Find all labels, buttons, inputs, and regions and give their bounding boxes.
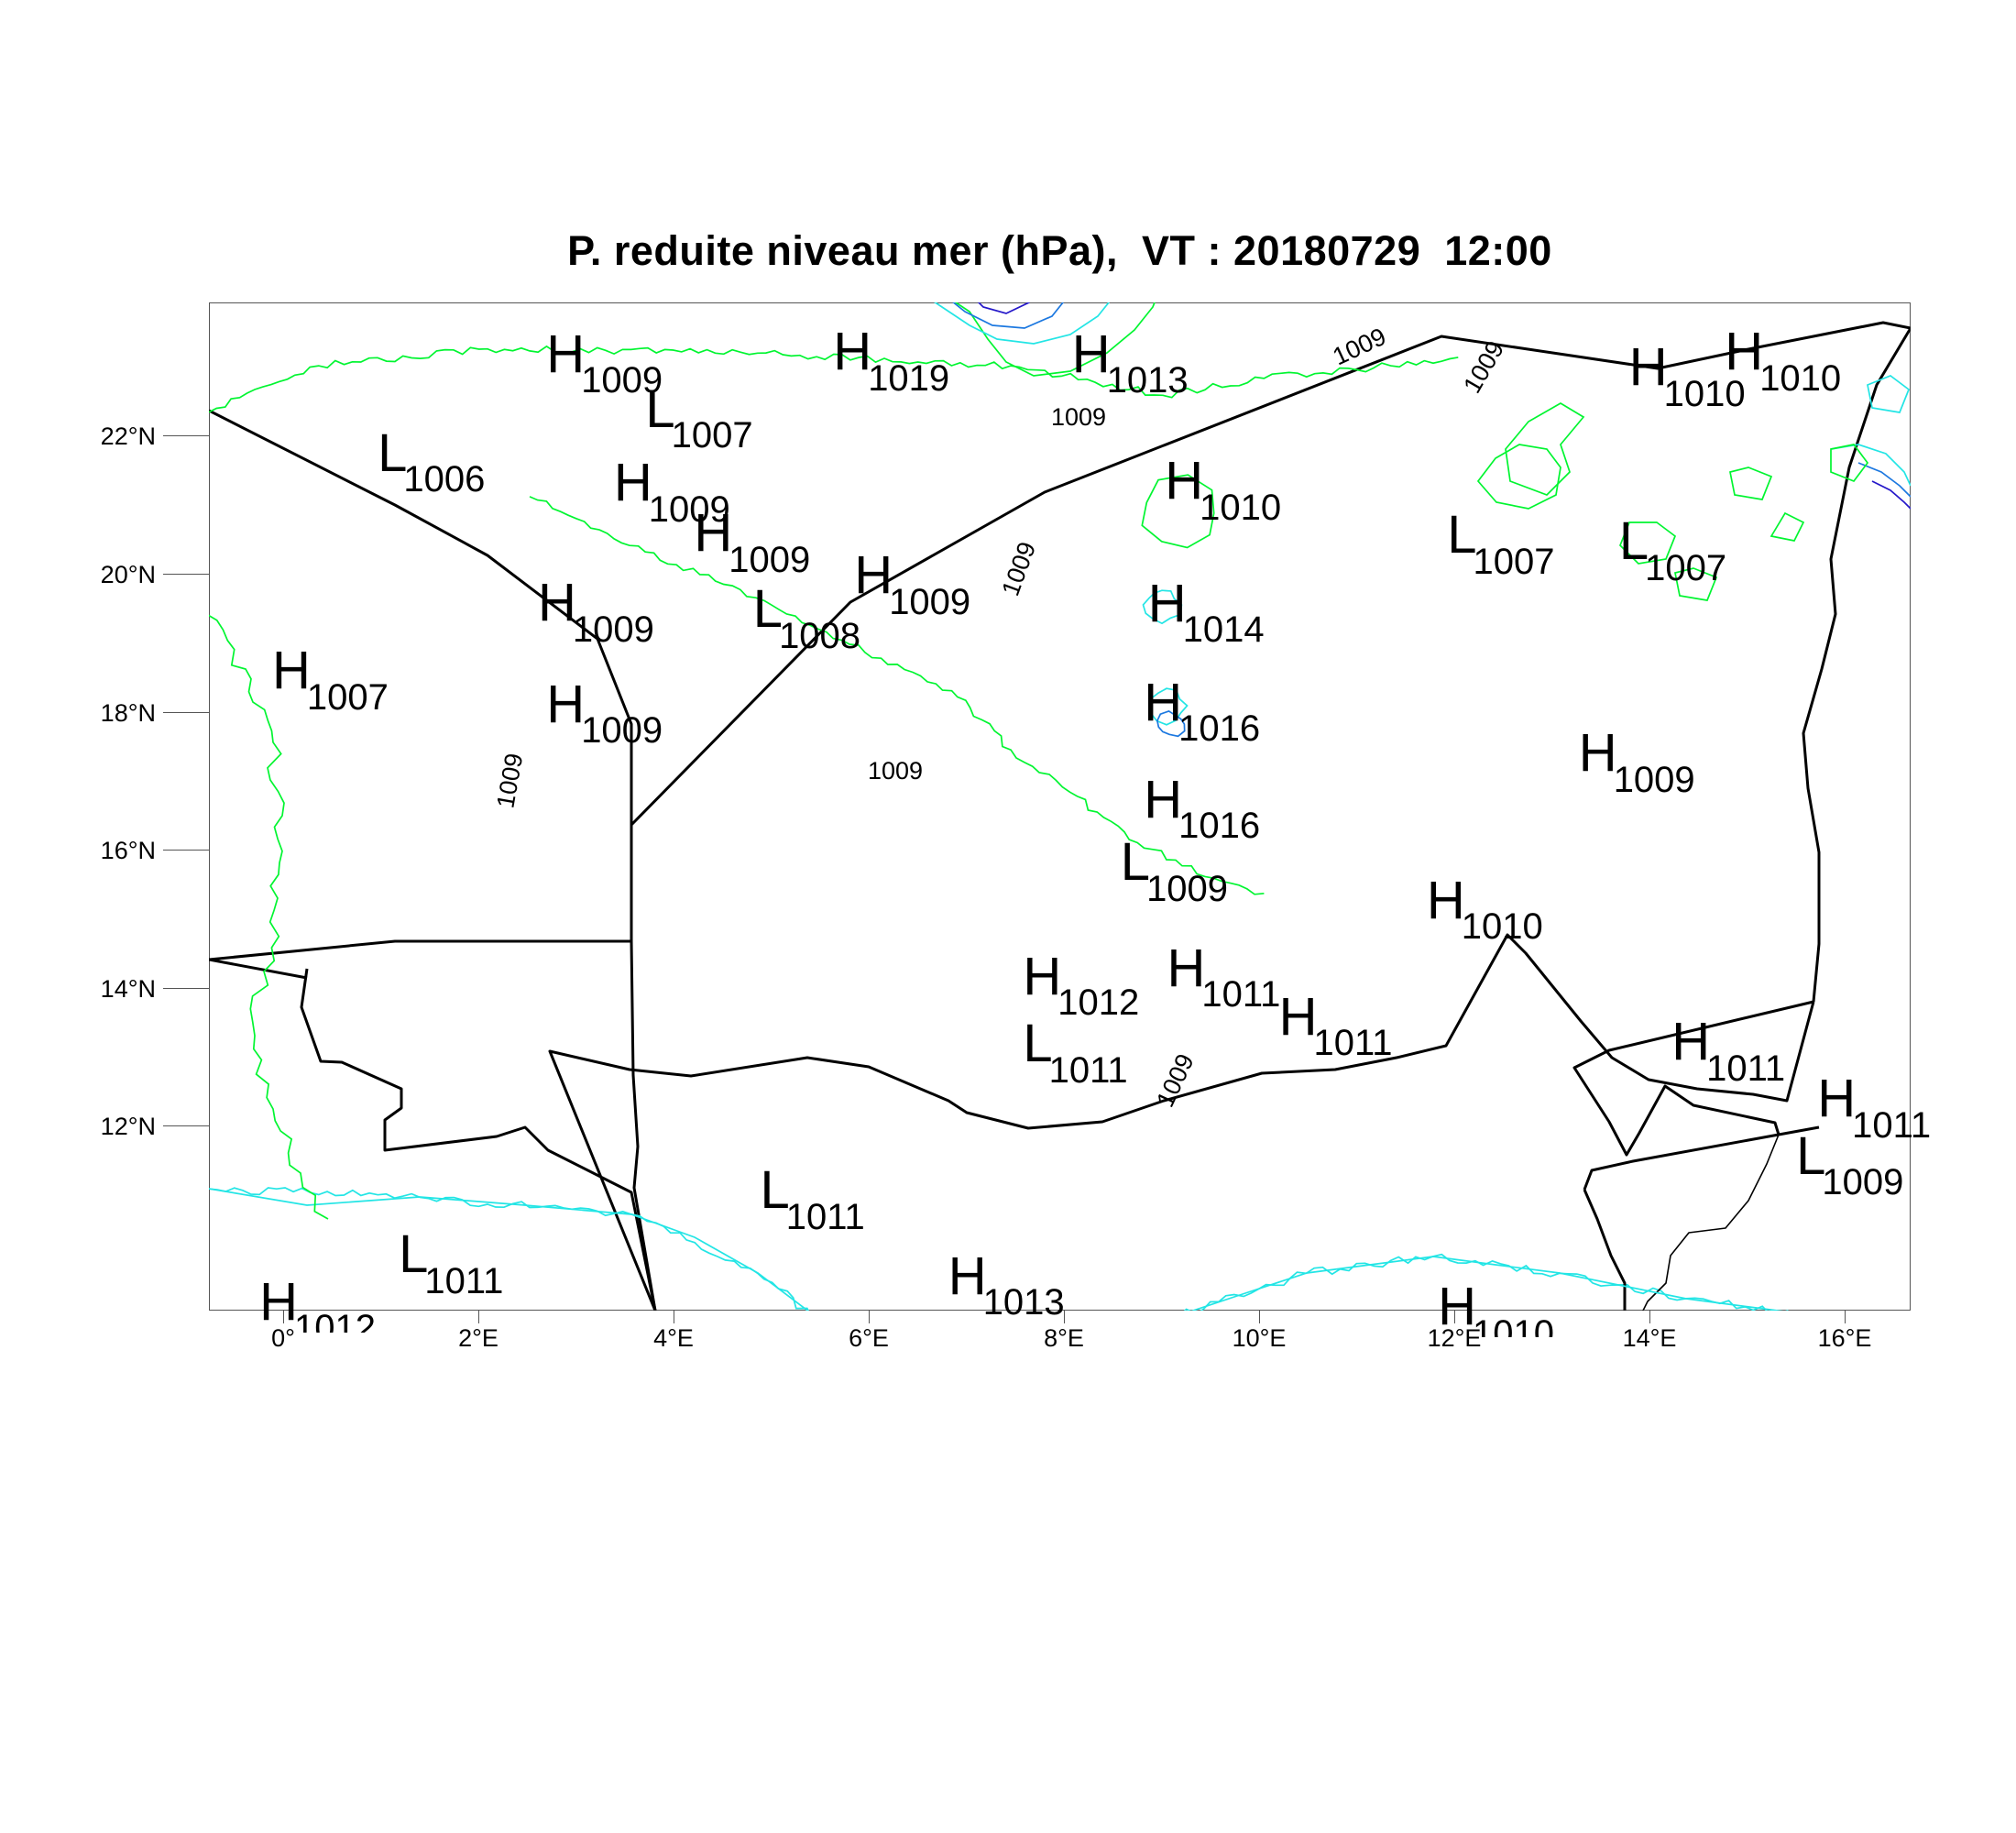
svg-text:1012: 1012 [1199,1376,1254,1403]
svg-text:1009: 1009 [1051,403,1106,431]
svg-text:1009: 1009 [996,538,1041,599]
svg-text:1009: 1009 [868,757,923,785]
svg-text:1009: 1009 [1151,1049,1200,1111]
svg-text:1009: 1009 [491,752,528,810]
